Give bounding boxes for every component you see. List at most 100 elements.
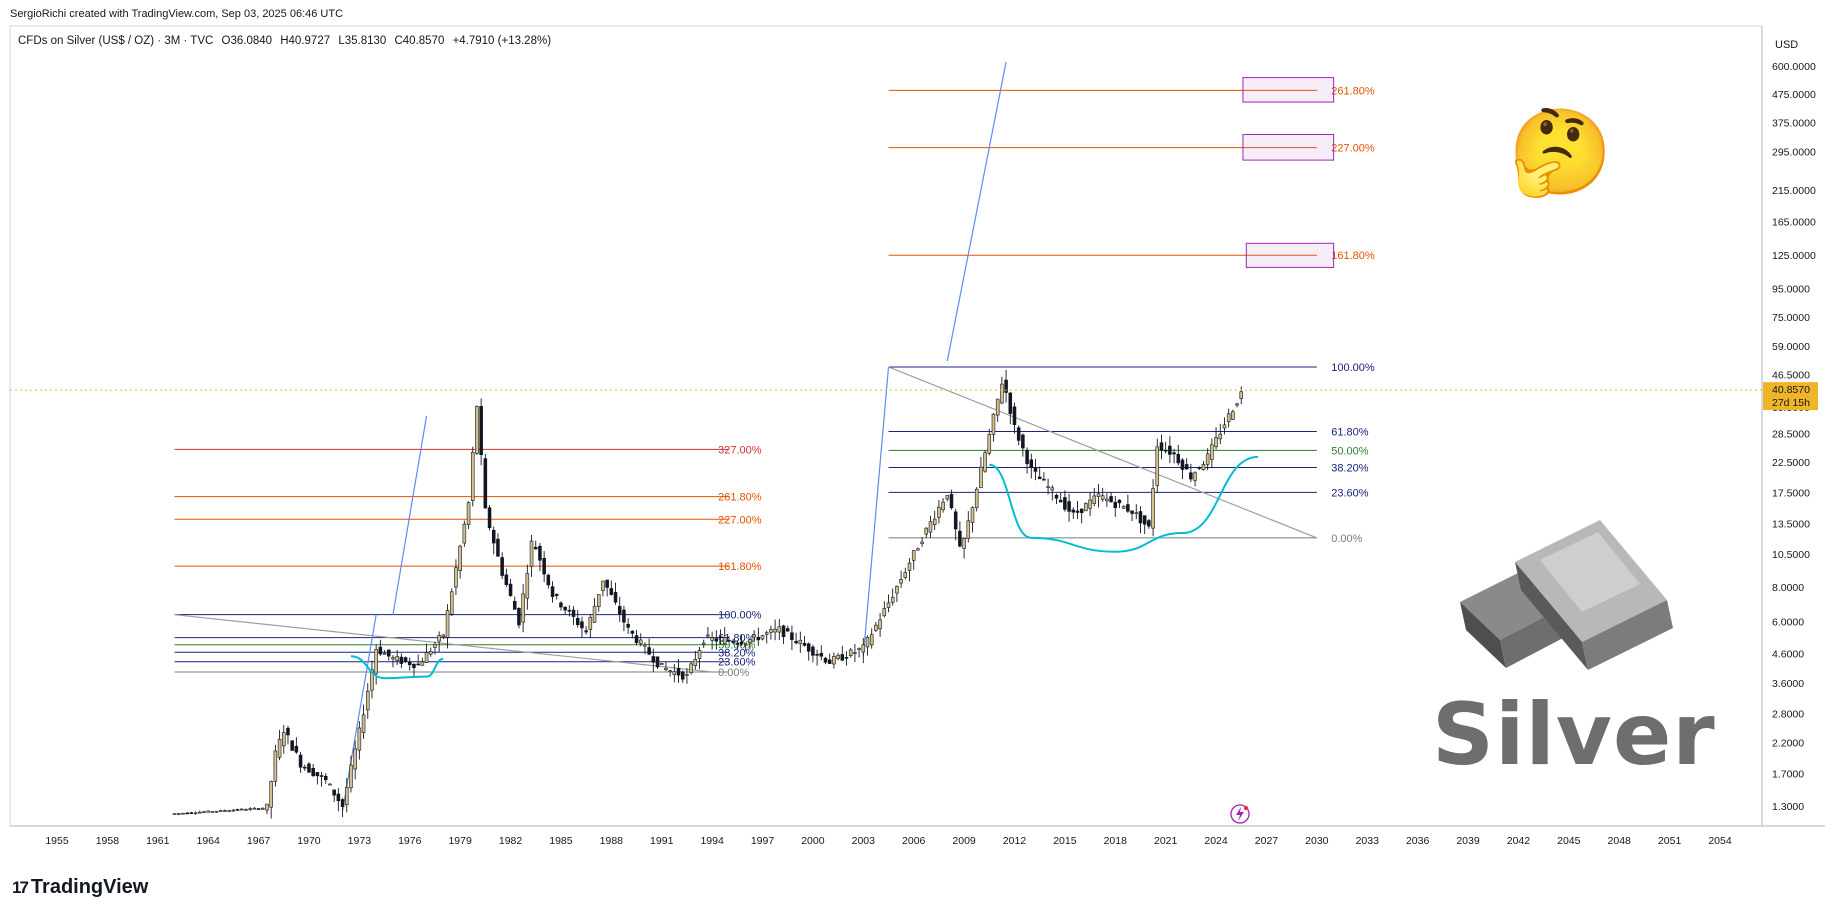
target-box xyxy=(1245,242,1335,268)
y-tick-label: 475.0000 xyxy=(1772,89,1816,101)
silver-watermark: Silver xyxy=(1432,685,1716,785)
candle-body xyxy=(945,495,950,500)
candle-body xyxy=(412,663,416,668)
candle-body xyxy=(630,630,635,634)
candle-body xyxy=(219,810,223,812)
candle-body xyxy=(710,637,714,641)
candle-body xyxy=(416,663,420,666)
cup-arcs[interactable] xyxy=(350,455,1259,680)
candle-body xyxy=(344,787,349,805)
y-tick-label: 17.5000 xyxy=(1772,487,1810,499)
axes: USD 600.0000 475.0000 375.0000 295.0000 215.0… xyxy=(10,39,1818,847)
candle-body xyxy=(487,507,492,529)
ohlc-close: C40.8570 xyxy=(394,35,445,47)
candle-body xyxy=(504,574,509,585)
candle-body xyxy=(248,808,252,810)
y-tick-label: 600.0000 xyxy=(1772,61,1816,73)
y-tick-label: 22.5000 xyxy=(1772,457,1810,469)
x-tick-label: 1964 xyxy=(197,835,221,847)
tradingview-logo[interactable]: 17 TradingView xyxy=(12,876,148,899)
candle-body xyxy=(647,647,651,655)
candle-body xyxy=(198,811,202,814)
candle-body xyxy=(441,634,446,638)
candle-body xyxy=(718,636,723,638)
candle-body xyxy=(655,656,660,668)
candle-body xyxy=(676,667,681,676)
candle-body xyxy=(638,639,643,644)
x-tick-label: 1955 xyxy=(45,835,69,847)
x-tick-label: 2006 xyxy=(902,835,926,847)
x-tick-label: 1979 xyxy=(448,835,472,847)
candle-body xyxy=(240,808,244,811)
candle-body xyxy=(722,637,727,644)
candle-body xyxy=(756,636,761,641)
candle-body xyxy=(399,656,404,664)
ohlc-low: L35.8130 xyxy=(338,35,387,47)
notification-dot-icon xyxy=(1243,805,1249,811)
candle-body xyxy=(844,657,849,659)
candle-body xyxy=(634,635,639,644)
candle-body xyxy=(349,764,353,789)
y-tick-label: 13.5000 xyxy=(1772,519,1810,531)
candle-body xyxy=(269,781,273,808)
candle-body xyxy=(1000,383,1004,404)
candle-body xyxy=(244,809,248,811)
candle-body xyxy=(790,632,794,640)
candle-body xyxy=(1088,499,1092,509)
symbol-name[interactable]: CFDs on Silver (US$ / OZ) · 3M · TVC xyxy=(18,35,214,47)
candle-body xyxy=(420,661,425,666)
candle-body xyxy=(1214,437,1218,448)
candle-body xyxy=(827,659,832,664)
candle-body xyxy=(596,594,601,607)
chart-frame xyxy=(9,25,1825,827)
candle-body xyxy=(626,623,630,628)
candle-body xyxy=(689,663,693,674)
candle-body xyxy=(1189,472,1193,480)
target-boxes[interactable] xyxy=(1242,77,1335,268)
candle-body xyxy=(680,671,685,680)
fib-level-label: 38.20% xyxy=(718,647,756,659)
ohlc-change: +4.7910 (+13.28%) xyxy=(452,35,552,47)
candle-body xyxy=(819,652,824,657)
candle-body xyxy=(567,609,572,612)
ohlc-open: O36.0840 xyxy=(221,35,273,47)
symbol-legend: CFDs on Silver (US$ / OZ) · 3M · TVC O36… xyxy=(18,35,556,47)
fibonacci-levels[interactable]: 327.00% 261.80% 227.00% 161.80% 100.00% 61.80… xyxy=(174,85,1375,679)
candle-body xyxy=(521,593,525,623)
candle-body xyxy=(727,639,731,642)
fib-level-label: 227.00% xyxy=(1331,143,1375,155)
trend-line xyxy=(862,366,890,657)
trend-line xyxy=(341,614,377,811)
candle-body xyxy=(857,648,861,650)
candle-body xyxy=(668,670,672,673)
lightning-bolt-icon xyxy=(1236,807,1244,821)
candle-body xyxy=(760,635,765,640)
candle-body xyxy=(584,630,588,633)
candle-body xyxy=(550,586,555,597)
candle-body xyxy=(370,669,374,691)
candle-body xyxy=(1218,433,1223,440)
target-box xyxy=(1242,134,1335,161)
candle-body xyxy=(773,628,777,633)
candle-body xyxy=(286,727,290,736)
candle-body xyxy=(391,657,395,660)
x-tick-label: 2027 xyxy=(1255,835,1279,847)
candle-body xyxy=(622,609,626,623)
candle-body xyxy=(748,639,752,643)
candle-body xyxy=(303,766,307,769)
candle-body xyxy=(1016,427,1021,441)
x-tick-label: 1976 xyxy=(398,835,422,847)
candle-body xyxy=(962,538,966,549)
trend-lines[interactable] xyxy=(174,61,1318,811)
candles xyxy=(172,370,1244,819)
candle-body xyxy=(458,545,462,571)
candle-body xyxy=(701,642,706,645)
candle-body xyxy=(491,529,496,544)
candle-body xyxy=(651,656,656,663)
candle-body xyxy=(886,602,891,608)
candle-body xyxy=(1067,501,1071,512)
y-tick-label: 215.0000 xyxy=(1772,185,1816,197)
candle-body xyxy=(735,643,740,645)
y-tick-label: 28.5000 xyxy=(1772,429,1810,441)
